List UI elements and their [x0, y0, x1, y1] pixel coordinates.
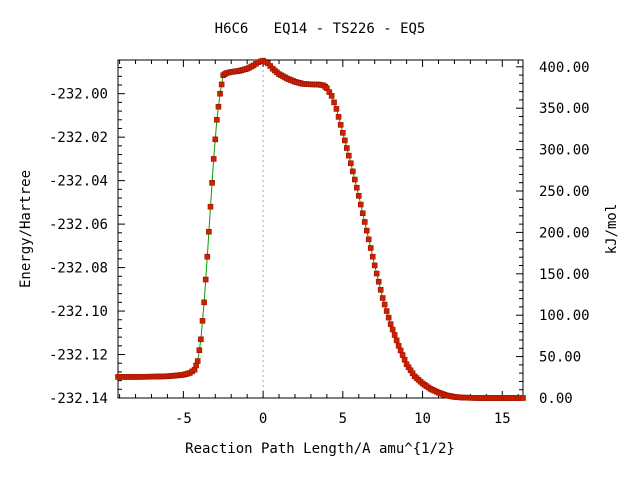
data-point	[328, 93, 335, 99]
data-point	[395, 343, 402, 349]
y-tick-label: -232.06	[49, 217, 108, 233]
series-markers	[115, 57, 526, 401]
data-point	[383, 308, 390, 314]
data-point	[377, 287, 384, 293]
data-point	[194, 358, 201, 364]
y2-tick-label: 400.00	[539, 60, 590, 76]
x-tick-label: 10	[414, 411, 431, 427]
x-tick-label: 0	[259, 411, 267, 427]
data-point	[387, 321, 394, 327]
data-point	[349, 168, 356, 175]
data-point	[340, 130, 346, 136]
data-point	[342, 137, 348, 144]
data-point	[385, 314, 392, 321]
y-tick-label: -232.10	[49, 304, 108, 320]
y2-tick-label: 100.00	[539, 308, 590, 324]
data-point	[214, 116, 220, 123]
data-point	[355, 193, 362, 199]
data-point	[210, 156, 217, 162]
y2-tick-label: 250.00	[539, 184, 590, 200]
data-point	[204, 253, 211, 260]
chart-title: H6C6 EQ14 - TS226 - EQ5	[215, 21, 426, 37]
y2-tick-label: 150.00	[539, 267, 590, 283]
data-point	[363, 227, 370, 234]
data-point	[393, 337, 400, 344]
x-tick-label: -5	[175, 411, 192, 427]
data-point	[212, 136, 219, 143]
data-point	[206, 228, 212, 235]
y2-tick-label: 50.00	[539, 350, 581, 366]
data-point	[361, 219, 368, 225]
data-point	[381, 301, 388, 308]
data-point	[347, 160, 354, 167]
data-point	[344, 145, 350, 151]
data-point	[335, 114, 342, 120]
y2-tick-label: 350.00	[539, 101, 590, 117]
data-point	[198, 336, 204, 343]
y2-tick-label: 0.00	[539, 391, 573, 407]
data-point	[359, 210, 366, 217]
data-point	[337, 122, 344, 128]
data-point	[217, 90, 223, 97]
y-axis-label: Energy/Hartree	[18, 170, 34, 288]
y2-tick-label: 200.00	[539, 225, 590, 241]
data-point	[196, 347, 203, 353]
y-tick-label: -232.00	[49, 87, 108, 103]
data-point	[375, 278, 382, 285]
y-tick-label: -232.14	[49, 391, 108, 407]
y-tick-label: -232.04	[49, 174, 108, 190]
data-point	[351, 176, 358, 183]
data-point	[367, 245, 374, 251]
data-point	[357, 201, 364, 208]
data-point	[373, 270, 380, 277]
data-point	[207, 203, 214, 210]
data-point	[391, 332, 398, 338]
y-tick-label: -232.02	[49, 130, 108, 146]
y2-tick-label: 300.00	[539, 143, 590, 159]
data-point	[520, 395, 526, 401]
data-point	[209, 180, 215, 186]
data-point	[369, 253, 376, 260]
data-point	[371, 262, 378, 269]
y2-axis-label: kJ/mol	[604, 204, 620, 255]
data-point	[399, 352, 406, 358]
data-point	[202, 276, 209, 283]
plot-frame	[117, 59, 524, 399]
data-point	[389, 326, 396, 333]
data-point	[333, 106, 340, 112]
y-tick-label: -232.12	[49, 348, 108, 364]
x-tick-label: 5	[339, 411, 347, 427]
data-point	[218, 81, 225, 88]
x-axis-label: Reaction Path Length/A amu^{1/2}	[185, 441, 455, 457]
data-point	[397, 347, 404, 354]
y-tick-label: -232.08	[49, 261, 108, 277]
series-line	[118, 60, 523, 399]
data-point	[365, 236, 372, 243]
data-point	[331, 99, 337, 106]
data-point	[353, 184, 360, 191]
data-point	[201, 299, 207, 306]
data-point	[215, 103, 222, 110]
data-point	[345, 152, 352, 159]
data-point	[401, 356, 408, 363]
data-point	[379, 295, 386, 301]
data-point	[199, 318, 206, 324]
x-tick-label: 15	[494, 411, 511, 427]
